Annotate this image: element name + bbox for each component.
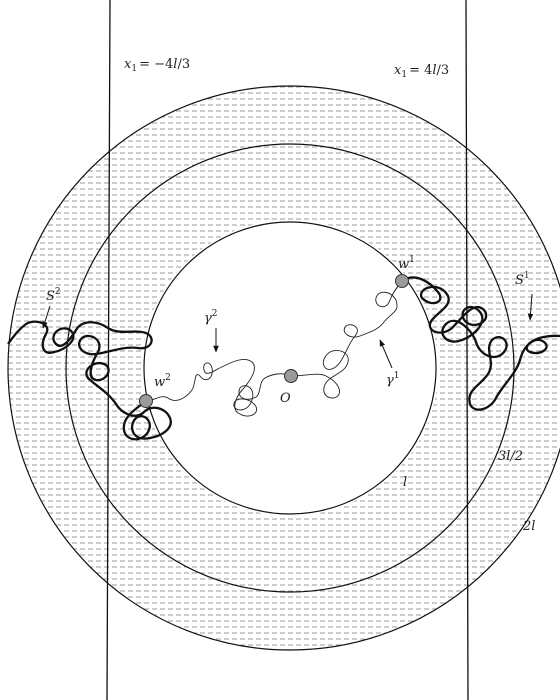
label-gamma2: γ2 [204,309,218,326]
vertical-line-right [465,0,469,700]
label-origin: O [280,391,291,406]
label-w2: w2 [154,373,171,390]
point-w2 [139,394,153,408]
label-radius-l: l [403,475,407,490]
arrow-S2 [42,305,51,329]
label-S2: S2 [46,287,61,304]
inner-disc-fill [142,220,438,516]
label-radius-3l-2: 3l/2 [498,449,523,464]
label-w1: w1 [398,255,415,272]
arrow-gamma1 [379,339,393,369]
label-radius-2l: 2l [522,519,535,534]
label-line-right: x1 = 4l/3 [394,63,449,80]
label-line-left: x1 = −4l/3 [124,57,190,74]
path-gamma2 [145,359,292,417]
point-w1 [395,274,409,288]
path-gamma1 [290,280,403,399]
circle-2l [7,85,560,651]
vertical-line-left [106,0,111,700]
point-origin [284,369,298,383]
circle-3l-2 [65,143,515,593]
circle-l [143,221,437,515]
path-S2 [7,320,172,441]
label-gamma1: γ1 [386,371,400,388]
arrow-S1 [527,293,534,321]
path-S1 [401,276,560,411]
label-S1: S1 [515,271,530,288]
